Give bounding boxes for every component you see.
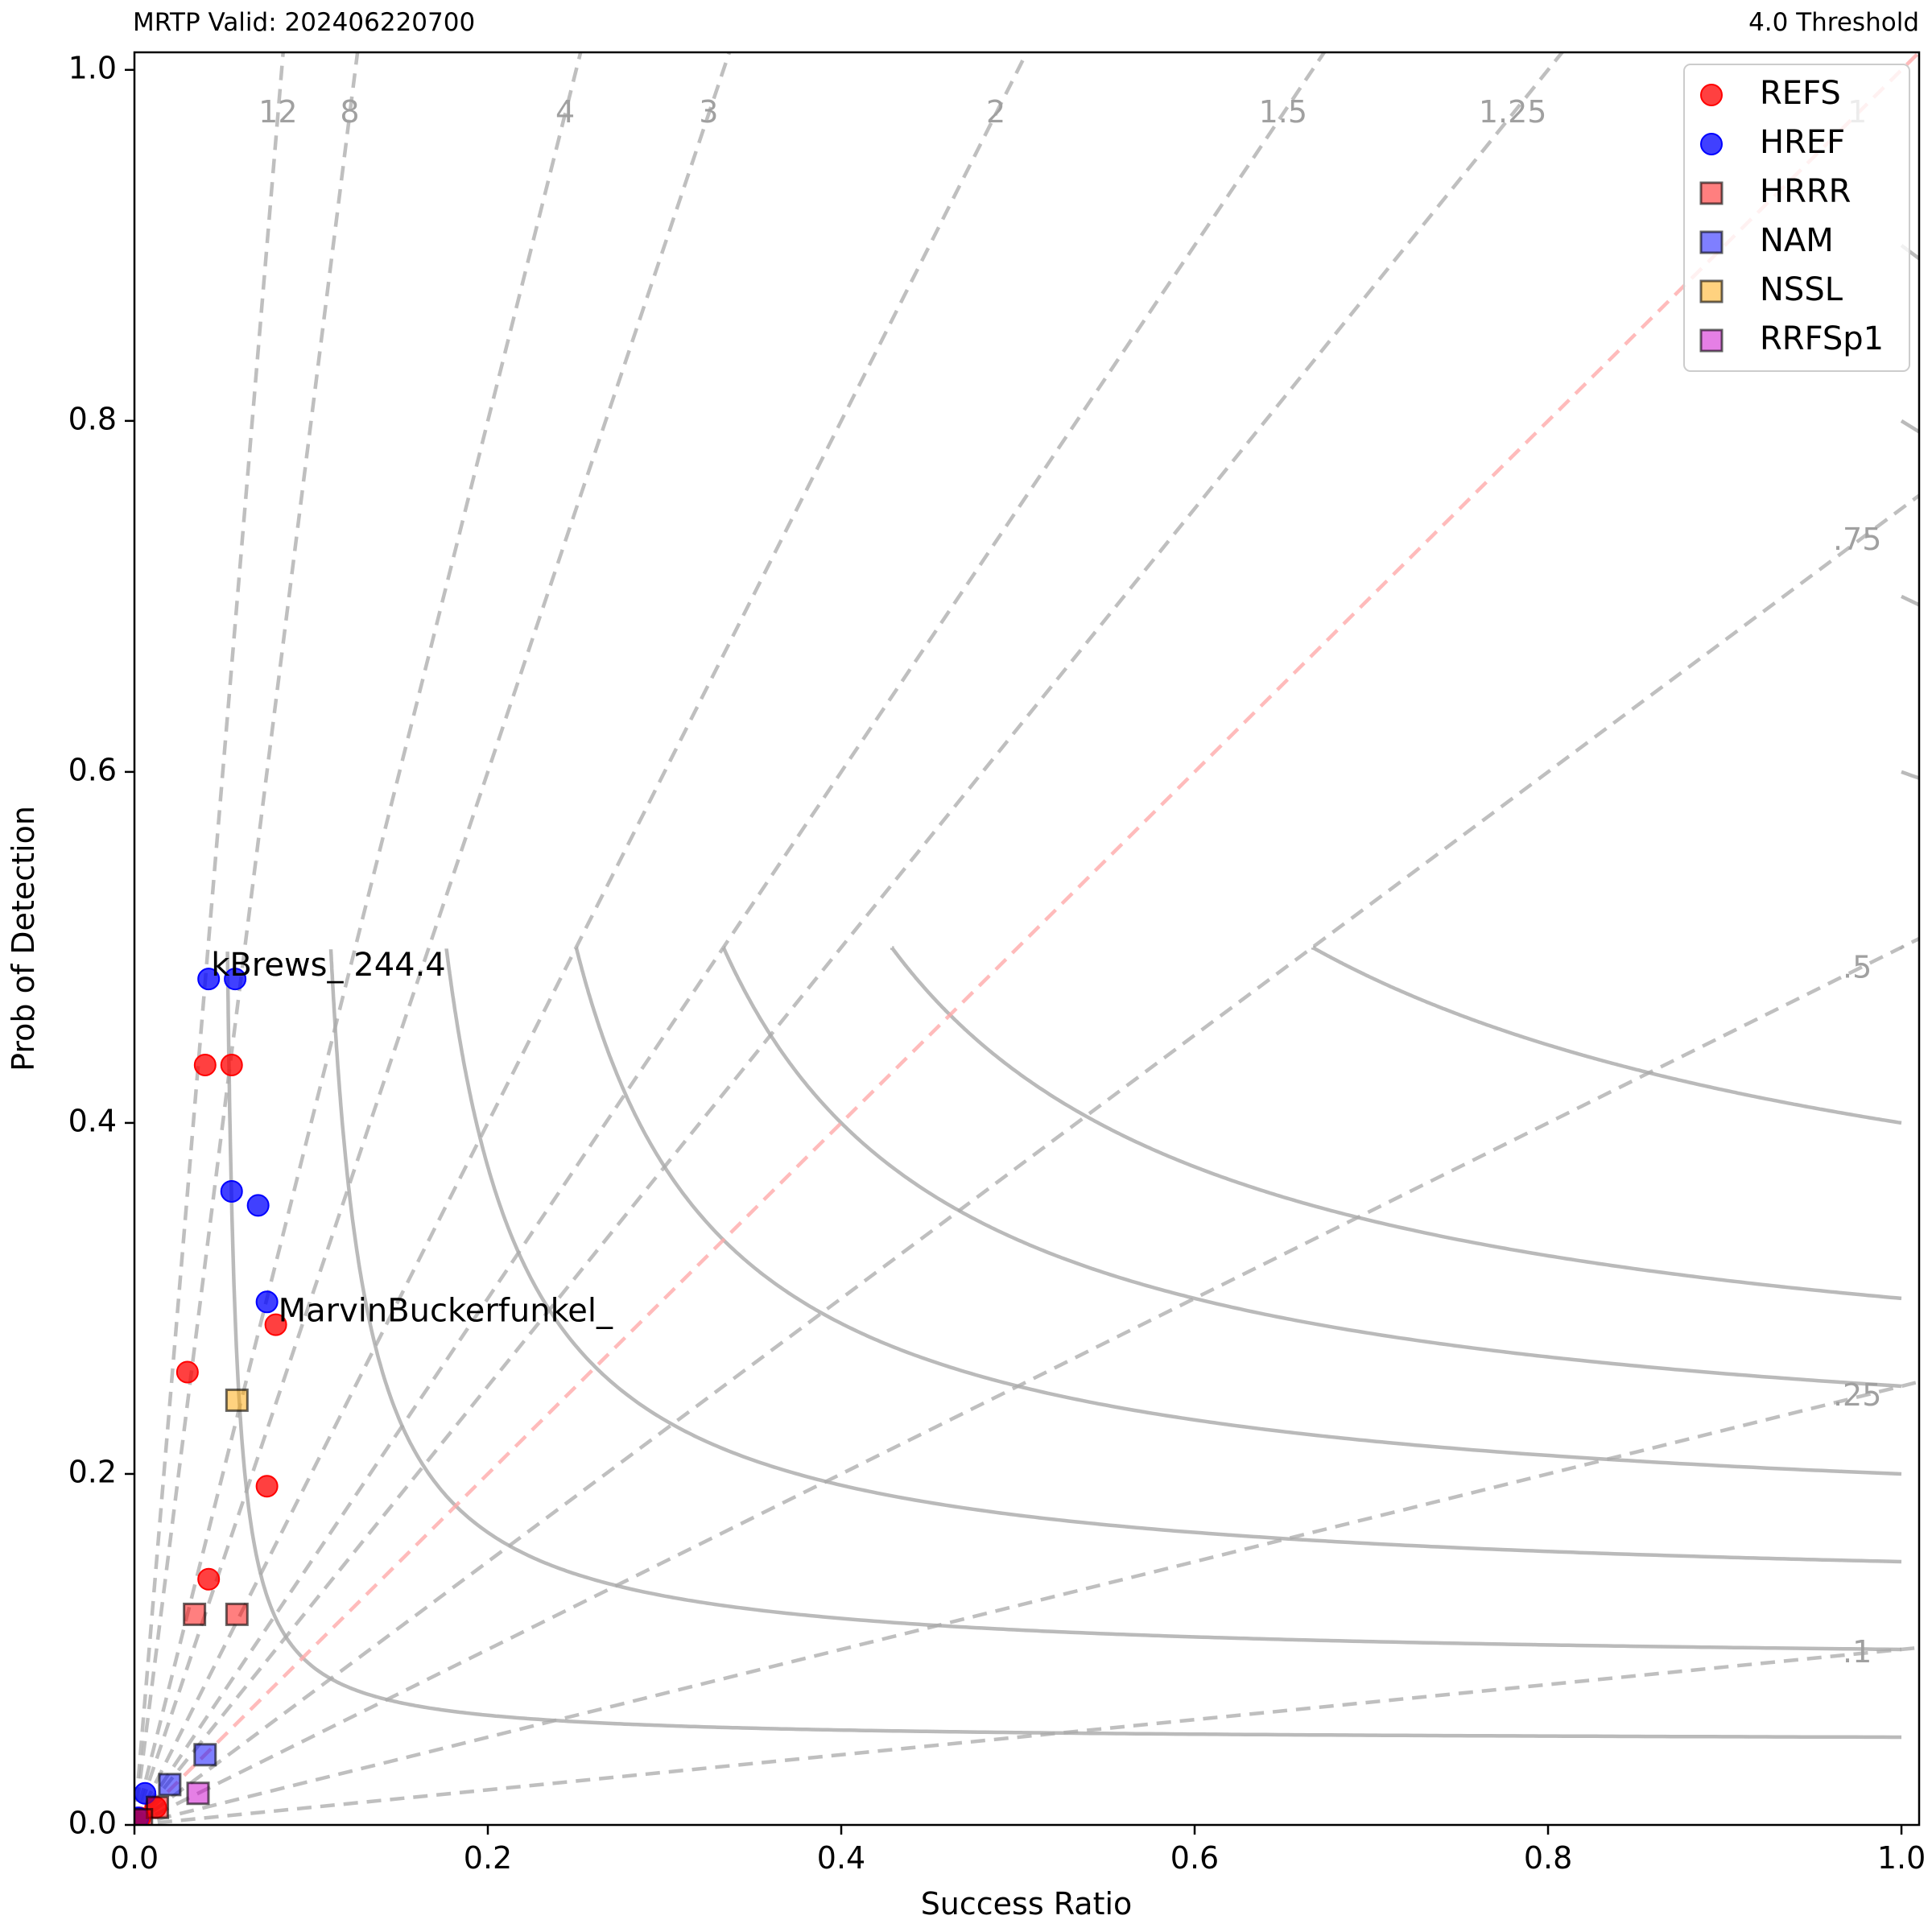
legend-entry: NAM bbox=[1699, 222, 1834, 259]
valid-time-label: MRTP Valid: 202406220700 bbox=[133, 8, 475, 37]
legend-entry: RRFSp1 bbox=[1699, 320, 1884, 357]
data-point bbox=[134, 1807, 154, 1825]
x-tick-label: 0.4 bbox=[817, 1840, 865, 1876]
legend-label: NAM bbox=[1760, 222, 1834, 259]
x-tick-label: 0.8 bbox=[1524, 1840, 1572, 1876]
x-axis-title: Success Ratio bbox=[921, 1886, 1133, 1922]
bias-label: 1.25 bbox=[1479, 94, 1547, 130]
y-tick-label: 0.8 bbox=[68, 401, 117, 436]
bias-label: 8 bbox=[340, 94, 359, 130]
legend-label: RRFSp1 bbox=[1760, 320, 1884, 357]
y-axis-title: Prob of Detection bbox=[6, 806, 41, 1071]
x-tick-label: 0.6 bbox=[1170, 1840, 1219, 1876]
data-point bbox=[220, 1053, 243, 1076]
data-point bbox=[1699, 230, 1724, 254]
bias-line bbox=[134, 52, 1327, 1825]
x-tick-label: 0.2 bbox=[464, 1840, 512, 1876]
legend-label: NSSL bbox=[1760, 271, 1843, 308]
bias-line bbox=[134, 493, 1919, 1825]
x-tick-label: 1.0 bbox=[1877, 1840, 1926, 1876]
data-point bbox=[1699, 328, 1724, 353]
legend-entry: REFS bbox=[1700, 75, 1841, 112]
data-point bbox=[264, 1313, 287, 1336]
csi-contour-line bbox=[721, 946, 1902, 1389]
plot-frame bbox=[133, 51, 1921, 1827]
bias-lines bbox=[134, 52, 1919, 1825]
data-point bbox=[255, 1475, 279, 1498]
bias-line bbox=[134, 52, 1030, 1825]
csi-contour-line bbox=[444, 948, 1902, 1564]
data-point bbox=[197, 1567, 221, 1591]
legend-entry: NSSL bbox=[1699, 271, 1843, 308]
csi-contour-line bbox=[890, 946, 1902, 1301]
y-tick-label: 1.0 bbox=[68, 50, 117, 85]
threshold-label: 4.0 Threshold bbox=[1748, 8, 1919, 37]
bias-label: 2 bbox=[986, 94, 1005, 130]
point-annotations: kBrews_ 244.4 MarvinBuckerfunkel_ bbox=[211, 947, 613, 1329]
legend-entry: HREF bbox=[1700, 124, 1845, 161]
bias-label: .5 bbox=[1843, 950, 1872, 985]
data-point bbox=[175, 1360, 199, 1384]
bias-line bbox=[134, 52, 732, 1825]
bias-label: .1 bbox=[1843, 1634, 1872, 1670]
data-point bbox=[220, 1179, 243, 1203]
legend-label: HREF bbox=[1760, 124, 1845, 161]
data-point bbox=[246, 1194, 270, 1217]
data-point bbox=[225, 1602, 249, 1626]
csi-contour-line bbox=[1311, 946, 1902, 1125]
legend-label: REFS bbox=[1760, 75, 1841, 112]
data-point bbox=[255, 1290, 279, 1314]
data-point bbox=[225, 1388, 249, 1412]
data-point bbox=[158, 1773, 182, 1797]
bias-line bbox=[134, 52, 1565, 1825]
csi-contour-line bbox=[225, 952, 1901, 1740]
axis-ticks: 0.0 0.2 0.4 0.6 0.8 1.0 0.0 0.2 0.4 0.6 0.8 1.0 bbox=[68, 50, 1926, 1876]
data-point bbox=[1700, 84, 1723, 106]
y-tick-label: 0.6 bbox=[68, 752, 117, 787]
data-point bbox=[1699, 181, 1724, 205]
bias-label: 4 bbox=[555, 94, 575, 130]
csi-contour-line bbox=[328, 949, 1902, 1652]
bias-label: 12 bbox=[258, 94, 297, 130]
data-point bbox=[193, 1053, 217, 1076]
legend: REFS HREF HRRR NAM NSSL RRFSp1 bbox=[1683, 64, 1910, 372]
bias-label: 1.5 bbox=[1259, 94, 1307, 130]
y-tick-label: 0.0 bbox=[68, 1806, 117, 1841]
data-point bbox=[197, 968, 221, 991]
legend-entry: HRRR bbox=[1699, 173, 1851, 210]
data-point bbox=[183, 1602, 207, 1626]
legend-box bbox=[1683, 64, 1910, 372]
legend-label: HRRR bbox=[1760, 173, 1851, 210]
y-tick-label: 0.2 bbox=[68, 1454, 117, 1489]
bias-label: .25 bbox=[1833, 1377, 1881, 1413]
bias-line bbox=[134, 1645, 1919, 1825]
data-point bbox=[186, 1781, 210, 1806]
bias-line bbox=[134, 52, 1919, 1825]
point-annotation: MarvinBuckerfunkel_ bbox=[279, 1293, 613, 1330]
bias-label: 3 bbox=[699, 94, 718, 130]
point-annotation: kBrews_ 244.4 bbox=[211, 947, 446, 984]
x-tick-label: 0.0 bbox=[110, 1840, 159, 1876]
data-point bbox=[224, 968, 247, 991]
bias-line bbox=[134, 936, 1919, 1825]
csi-contour-line bbox=[574, 946, 1902, 1476]
y-tick-label: 0.4 bbox=[68, 1103, 117, 1138]
csi-contours bbox=[225, 243, 1919, 1740]
bias-label: .75 bbox=[1833, 522, 1881, 557]
bias-line bbox=[134, 52, 583, 1825]
data-point bbox=[193, 1743, 217, 1767]
data-points bbox=[134, 968, 287, 1825]
data-point bbox=[1699, 279, 1724, 303]
data-point bbox=[1700, 133, 1723, 155]
